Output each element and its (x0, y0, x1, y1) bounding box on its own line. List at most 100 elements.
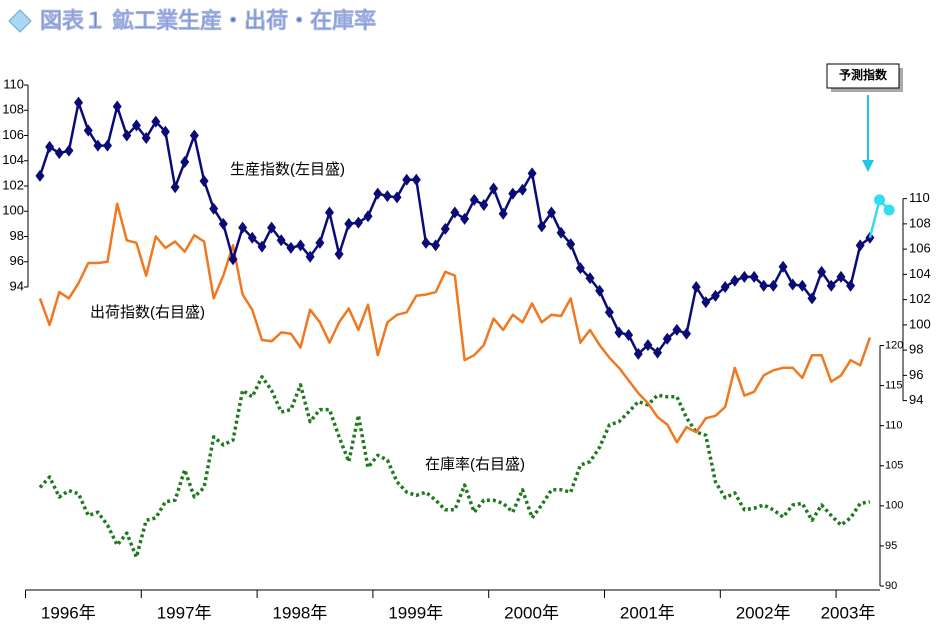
y-tick-label: 96 (909, 367, 923, 382)
x-tick-label: 2003年 (821, 603, 876, 622)
point-marker (720, 281, 730, 293)
point-marker (353, 216, 363, 229)
point-marker (701, 296, 711, 309)
y-tick-label: 105 (885, 460, 903, 472)
point-marker (826, 279, 836, 292)
chart-title: 図表１ 鉱工業生産・出荷・在庫率 (40, 8, 376, 33)
point-marker (344, 217, 354, 230)
point-marker (739, 270, 749, 283)
y-tick-label: 104 (2, 152, 24, 167)
x-tick-label: 1996年 (41, 603, 96, 622)
point-marker (305, 250, 315, 263)
point-marker (83, 124, 93, 137)
callout-arrowhead (862, 160, 874, 172)
point-marker (585, 272, 595, 285)
point-marker (836, 270, 846, 283)
point-marker (286, 241, 296, 254)
x-tick-label: 2000年 (504, 603, 559, 622)
point-marker (797, 279, 807, 292)
y-tick-label: 90 (885, 580, 897, 592)
y-tick-label: 108 (2, 102, 24, 117)
point-marker (710, 289, 720, 302)
series-label: 生産指数(左目盛) (230, 161, 345, 178)
point-marker (633, 347, 643, 360)
point-marker (74, 96, 84, 109)
point-marker (537, 220, 547, 233)
title-icon (8, 9, 32, 33)
y-tick-label: 95 (885, 540, 897, 552)
y-tick-label: 100 (885, 500, 903, 512)
y-tick-label: 120 (885, 339, 903, 351)
point-marker (730, 274, 740, 287)
x-tick-label: 1998年 (273, 603, 328, 622)
point-marker (546, 206, 556, 219)
callout-label: 予測指数 (839, 67, 888, 82)
callout-box (826, 63, 900, 89)
series-line (38, 375, 871, 559)
point-marker (595, 284, 605, 297)
point-marker (691, 281, 701, 293)
y-tick-label: 104 (909, 266, 931, 281)
y-tick-label: 115 (885, 380, 903, 392)
point-marker (93, 139, 103, 152)
point-marker (614, 326, 624, 339)
point-marker (768, 279, 778, 292)
point-marker (112, 100, 122, 113)
point-marker (653, 346, 663, 359)
point-marker (402, 173, 412, 186)
point-marker (498, 207, 508, 220)
series-label: 出荷指数(右目盛) (90, 304, 205, 321)
point-marker (527, 167, 537, 180)
point-marker (874, 194, 886, 206)
point-marker (788, 278, 798, 291)
y-tick-label: 110 (885, 420, 903, 432)
y-tick-label: 100 (2, 203, 24, 218)
forecast-connector (868, 199, 881, 239)
point-marker (421, 236, 431, 249)
point-marker (64, 144, 74, 157)
point-marker (489, 182, 499, 195)
x-tick-label: 1997年 (157, 603, 212, 622)
point-marker (556, 226, 566, 239)
point-marker (518, 183, 528, 196)
series-label: 在庫率(右目盛) (425, 456, 525, 473)
point-marker (883, 204, 895, 216)
y-tick-label: 94 (10, 278, 24, 293)
y-tick-label: 108 (909, 215, 931, 230)
y-tick-label: 94 (909, 392, 923, 407)
point-marker (604, 306, 614, 319)
point-marker (315, 236, 325, 249)
point-marker (228, 253, 238, 266)
point-marker (566, 238, 576, 251)
point-marker (460, 212, 470, 225)
point-marker (759, 279, 769, 292)
point-marker (807, 292, 817, 305)
point-marker (102, 139, 112, 152)
y-tick-label: 110 (3, 76, 24, 91)
point-marker (778, 260, 788, 273)
y-tick-label: 100 (909, 316, 931, 331)
y-tick-label: 98 (10, 228, 24, 243)
point-marker (257, 240, 267, 253)
y-tick-label: 96 (10, 253, 24, 268)
point-marker (392, 191, 402, 204)
y-tick-label: 106 (2, 127, 24, 142)
x-tick-label: 2001年 (620, 603, 675, 622)
point-marker (247, 231, 257, 244)
point-marker (662, 332, 672, 345)
point-marker (209, 202, 219, 215)
point-marker (431, 239, 441, 252)
point-marker (749, 270, 759, 283)
y-tick-label: 98 (909, 342, 923, 357)
point-marker (54, 147, 64, 160)
point-marker (469, 193, 479, 206)
point-marker (199, 174, 209, 187)
point-marker (296, 239, 306, 252)
point-marker (411, 173, 421, 186)
point-marker (363, 210, 373, 223)
series-line (38, 202, 872, 444)
point-marker (450, 206, 460, 219)
point-marker (681, 327, 691, 340)
point-marker (373, 187, 383, 200)
